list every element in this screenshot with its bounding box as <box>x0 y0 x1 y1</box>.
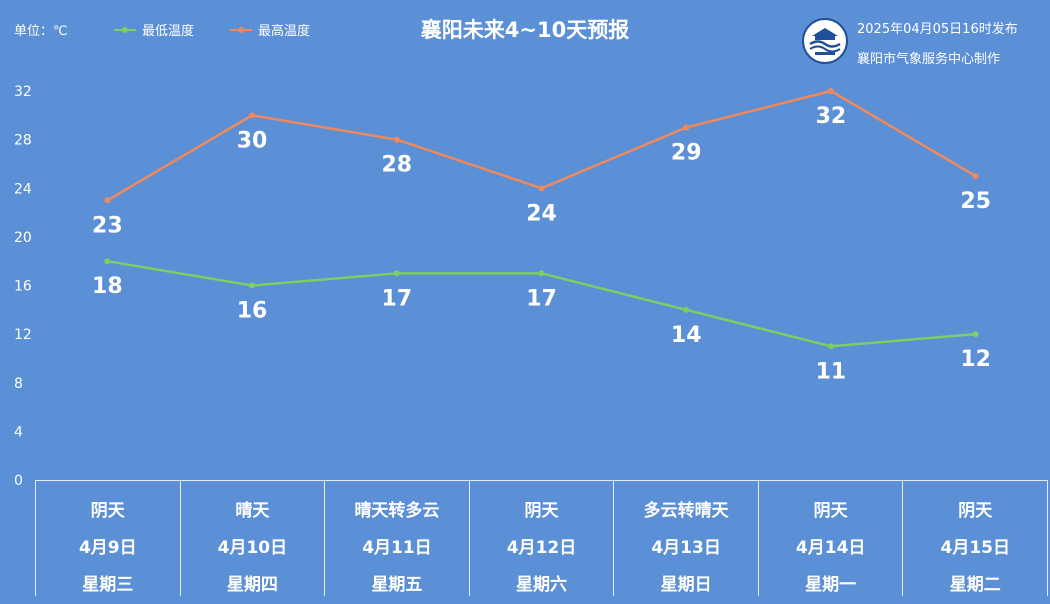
unit-label: 单位：℃ <box>14 24 68 39</box>
data-label: 11 <box>816 359 847 384</box>
publish-time: 2025年04月05日16时发布 <box>857 22 1018 37</box>
data-label: 18 <box>92 274 123 299</box>
day-date: 4月13日 <box>651 538 721 558</box>
legend-high-line-icon <box>230 26 252 33</box>
data-label: 17 <box>381 286 412 311</box>
day-weather: 阴天 <box>958 501 993 521</box>
data-label: 14 <box>671 323 702 348</box>
low-temperature-series: 18 16 17 17 14 11 12 <box>92 258 991 384</box>
day-weather: 晴天转多云 <box>354 501 440 521</box>
y-axis: 0 4 8 12 16 20 24 28 32 <box>14 84 32 489</box>
high-temperature-series: 23 30 28 24 29 32 25 <box>92 88 991 238</box>
y-tick-label: 12 <box>14 327 32 343</box>
data-point[interactable] <box>249 282 256 289</box>
data-label: 12 <box>960 347 991 372</box>
day-date: 4月12日 <box>506 538 577 558</box>
day-column: 阴天 4月14日星期一 <box>759 481 904 596</box>
forecast-day-table: 阴天 4月9日星期三 晴天 4月10日星期四 晴天转多云 4月11日星期五 阴天 4月12日星… <box>35 480 1049 596</box>
data-label: 16 <box>237 299 268 324</box>
legend-high-label: 最高温度 <box>258 24 311 39</box>
day-date: 4月15日 <box>940 538 1011 558</box>
data-label: 32 <box>816 104 847 129</box>
y-tick-label: 32 <box>14 84 32 100</box>
data-point[interactable] <box>538 270 545 277</box>
data-label: 30 <box>237 128 268 153</box>
day-weather: 晴天 <box>235 501 270 521</box>
day-date: 4月9日 <box>78 538 137 558</box>
day-column: 多云转晴天 4月13日星期日 <box>614 481 759 596</box>
y-tick-label: 16 <box>14 279 32 295</box>
maker-label: 襄阳市气象服务中心制作 <box>857 52 1001 67</box>
day-column: 阴天 4月15日星期二 <box>903 481 1049 596</box>
data-point[interactable] <box>104 197 111 204</box>
day-column: 阴天 4月12日星期六 <box>470 481 615 596</box>
y-tick-label: 24 <box>14 181 32 197</box>
day-weather: 阴天 <box>90 501 125 521</box>
data-label: 25 <box>960 189 991 214</box>
legend-low[interactable]: 最低温度 <box>114 20 194 39</box>
y-tick-label: 8 <box>14 376 23 392</box>
data-point[interactable] <box>827 88 834 94</box>
data-point[interactable] <box>827 343 834 350</box>
data-point[interactable] <box>972 173 979 180</box>
day-weekday: 星期六 <box>516 575 568 595</box>
day-column: 阴天 4月9日星期三 <box>36 481 181 596</box>
y-tick-label: 20 <box>14 230 32 246</box>
data-point[interactable] <box>538 185 545 192</box>
day-weekday: 星期五 <box>371 575 423 595</box>
data-point[interactable] <box>249 112 256 119</box>
day-weather: 阴天 <box>813 501 848 521</box>
y-tick-label: 0 <box>14 473 23 489</box>
data-point[interactable] <box>393 136 400 143</box>
legend-low-label: 最低温度 <box>142 24 195 39</box>
data-label: 23 <box>92 213 123 238</box>
day-date: 4月11日 <box>362 538 432 558</box>
day-weekday: 星期二 <box>949 575 1001 595</box>
data-label: 24 <box>526 201 557 226</box>
day-date: 4月14日 <box>795 538 866 558</box>
day-weekday: 星期日 <box>660 575 712 595</box>
day-column: 晴天 4月10日星期四 <box>181 481 326 596</box>
day-weekday: 星期一 <box>805 575 857 595</box>
data-point[interactable] <box>104 258 111 265</box>
data-point[interactable] <box>683 124 690 131</box>
legend-high[interactable]: 最高温度 <box>230 20 310 39</box>
data-point[interactable] <box>972 331 979 338</box>
data-label: 29 <box>671 140 702 165</box>
legend-low-line-icon <box>114 26 136 33</box>
y-tick-label: 4 <box>14 424 23 440</box>
day-column: 晴天转多云 4月11日星期五 <box>325 481 470 596</box>
y-tick-label: 28 <box>14 133 32 149</box>
day-date: 4月10日 <box>217 538 288 558</box>
data-point[interactable] <box>393 270 400 277</box>
data-label: 28 <box>381 153 412 178</box>
day-weather: 阴天 <box>524 501 559 521</box>
chart-title: 襄阳未来4~10天预报 <box>420 18 630 42</box>
day-weekday: 星期三 <box>82 575 134 595</box>
day-weekday: 星期四 <box>226 575 278 595</box>
data-point[interactable] <box>683 306 690 313</box>
meteorology-logo <box>802 18 848 64</box>
day-weather: 多云转晴天 <box>643 501 729 521</box>
data-label: 17 <box>526 286 557 311</box>
